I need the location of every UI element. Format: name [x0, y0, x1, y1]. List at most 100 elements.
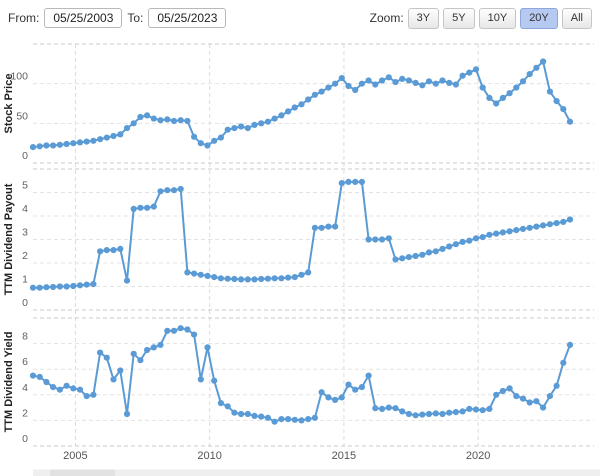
data-point — [264, 414, 271, 421]
data-point — [157, 117, 164, 124]
data-point — [50, 283, 57, 291]
data-point — [345, 178, 352, 185]
data-point — [36, 373, 43, 380]
data-point — [352, 386, 359, 393]
data-point — [365, 77, 372, 84]
data-point — [405, 77, 412, 84]
data-point — [123, 277, 131, 284]
data-point — [264, 275, 271, 282]
data-point — [298, 101, 305, 108]
ttm-dividend-yield-ytick: 0 — [22, 433, 28, 445]
data-point — [379, 77, 386, 84]
zoom-controls: Zoom: 3Y 5Y 10Y 20Y All — [370, 7, 592, 29]
data-point — [338, 394, 345, 401]
data-point — [325, 223, 332, 230]
data-point — [36, 143, 43, 150]
stock-price-ytick: 100 — [10, 71, 28, 83]
data-point — [130, 350, 137, 357]
zoom-button-20y[interactable]: 20Y — [520, 7, 558, 29]
data-point — [439, 245, 446, 252]
data-point — [526, 224, 533, 231]
data-point — [311, 224, 318, 231]
from-label: From: — [8, 11, 40, 25]
data-point — [412, 412, 419, 419]
from-date-input[interactable] — [44, 8, 123, 28]
data-point — [385, 235, 392, 242]
data-point — [238, 410, 245, 418]
to-date-input[interactable] — [148, 8, 227, 28]
data-point — [519, 395, 527, 402]
data-point — [566, 341, 574, 348]
bottom-scrollbar[interactable] — [33, 469, 600, 476]
data-point — [338, 180, 345, 187]
data-point — [144, 204, 151, 211]
data-point — [251, 121, 258, 128]
data-point — [70, 282, 77, 290]
data-point — [278, 416, 285, 423]
data-point — [123, 410, 131, 418]
data-point — [103, 354, 110, 361]
data-point — [137, 357, 144, 364]
data-point — [83, 393, 90, 400]
data-point — [338, 75, 345, 82]
data-point — [43, 284, 50, 291]
data-point — [244, 125, 251, 132]
year-label: 2015 — [332, 450, 356, 462]
data-point — [546, 221, 554, 228]
data-point — [271, 115, 278, 122]
data-point — [238, 123, 245, 130]
data-point — [224, 275, 231, 282]
data-point — [486, 405, 493, 412]
data-point — [217, 400, 224, 407]
ttm-dividend-yield-gridlines — [33, 317, 594, 447]
data-point — [452, 241, 459, 248]
data-point — [472, 66, 480, 73]
data-point — [540, 58, 547, 65]
data-point — [204, 272, 211, 279]
data-point — [358, 384, 365, 391]
data-point — [399, 75, 406, 82]
data-point — [110, 247, 117, 254]
data-point — [486, 231, 493, 238]
bottom-scrollbar-thumb[interactable] — [50, 469, 115, 476]
data-point — [499, 387, 506, 395]
data-point — [385, 404, 392, 411]
ttm-dividend-payout-ytick: 3 — [22, 227, 28, 239]
stock-price-gridlines — [33, 43, 594, 164]
data-point — [177, 185, 184, 193]
data-point — [553, 382, 560, 389]
data-point — [506, 90, 513, 97]
chart-controls-header: From: To: Zoom: 3Y 5Y 10Y 20Y All — [0, 0, 600, 32]
ttm-dividend-payout-ytick: 2 — [22, 250, 28, 262]
data-point — [264, 118, 271, 125]
data-point — [540, 222, 547, 229]
data-point — [76, 386, 84, 393]
zoom-button-10y[interactable]: 10Y — [478, 7, 517, 29]
zoom-button-all[interactable]: All — [561, 7, 592, 29]
data-point — [83, 138, 90, 145]
zoom-button-3y[interactable]: 3Y — [407, 7, 440, 29]
data-point — [130, 205, 137, 212]
data-point — [117, 131, 124, 138]
data-point — [305, 96, 312, 103]
year-label: 2020 — [466, 450, 490, 462]
data-point — [291, 104, 298, 111]
zoom-button-5y[interactable]: 5Y — [443, 7, 475, 29]
data-point — [204, 344, 211, 351]
data-point — [90, 137, 97, 144]
data-point — [345, 82, 352, 90]
data-point — [90, 391, 97, 398]
data-point — [493, 230, 500, 237]
data-point — [519, 78, 527, 85]
data-point — [372, 81, 379, 88]
data-point — [466, 69, 473, 76]
ttm-dividend-yield-ytick: 6 — [22, 356, 28, 368]
data-point — [50, 384, 57, 391]
data-point — [63, 283, 70, 290]
data-point — [244, 410, 251, 418]
data-point — [197, 140, 204, 147]
data-point — [191, 133, 198, 140]
data-point — [29, 372, 37, 379]
